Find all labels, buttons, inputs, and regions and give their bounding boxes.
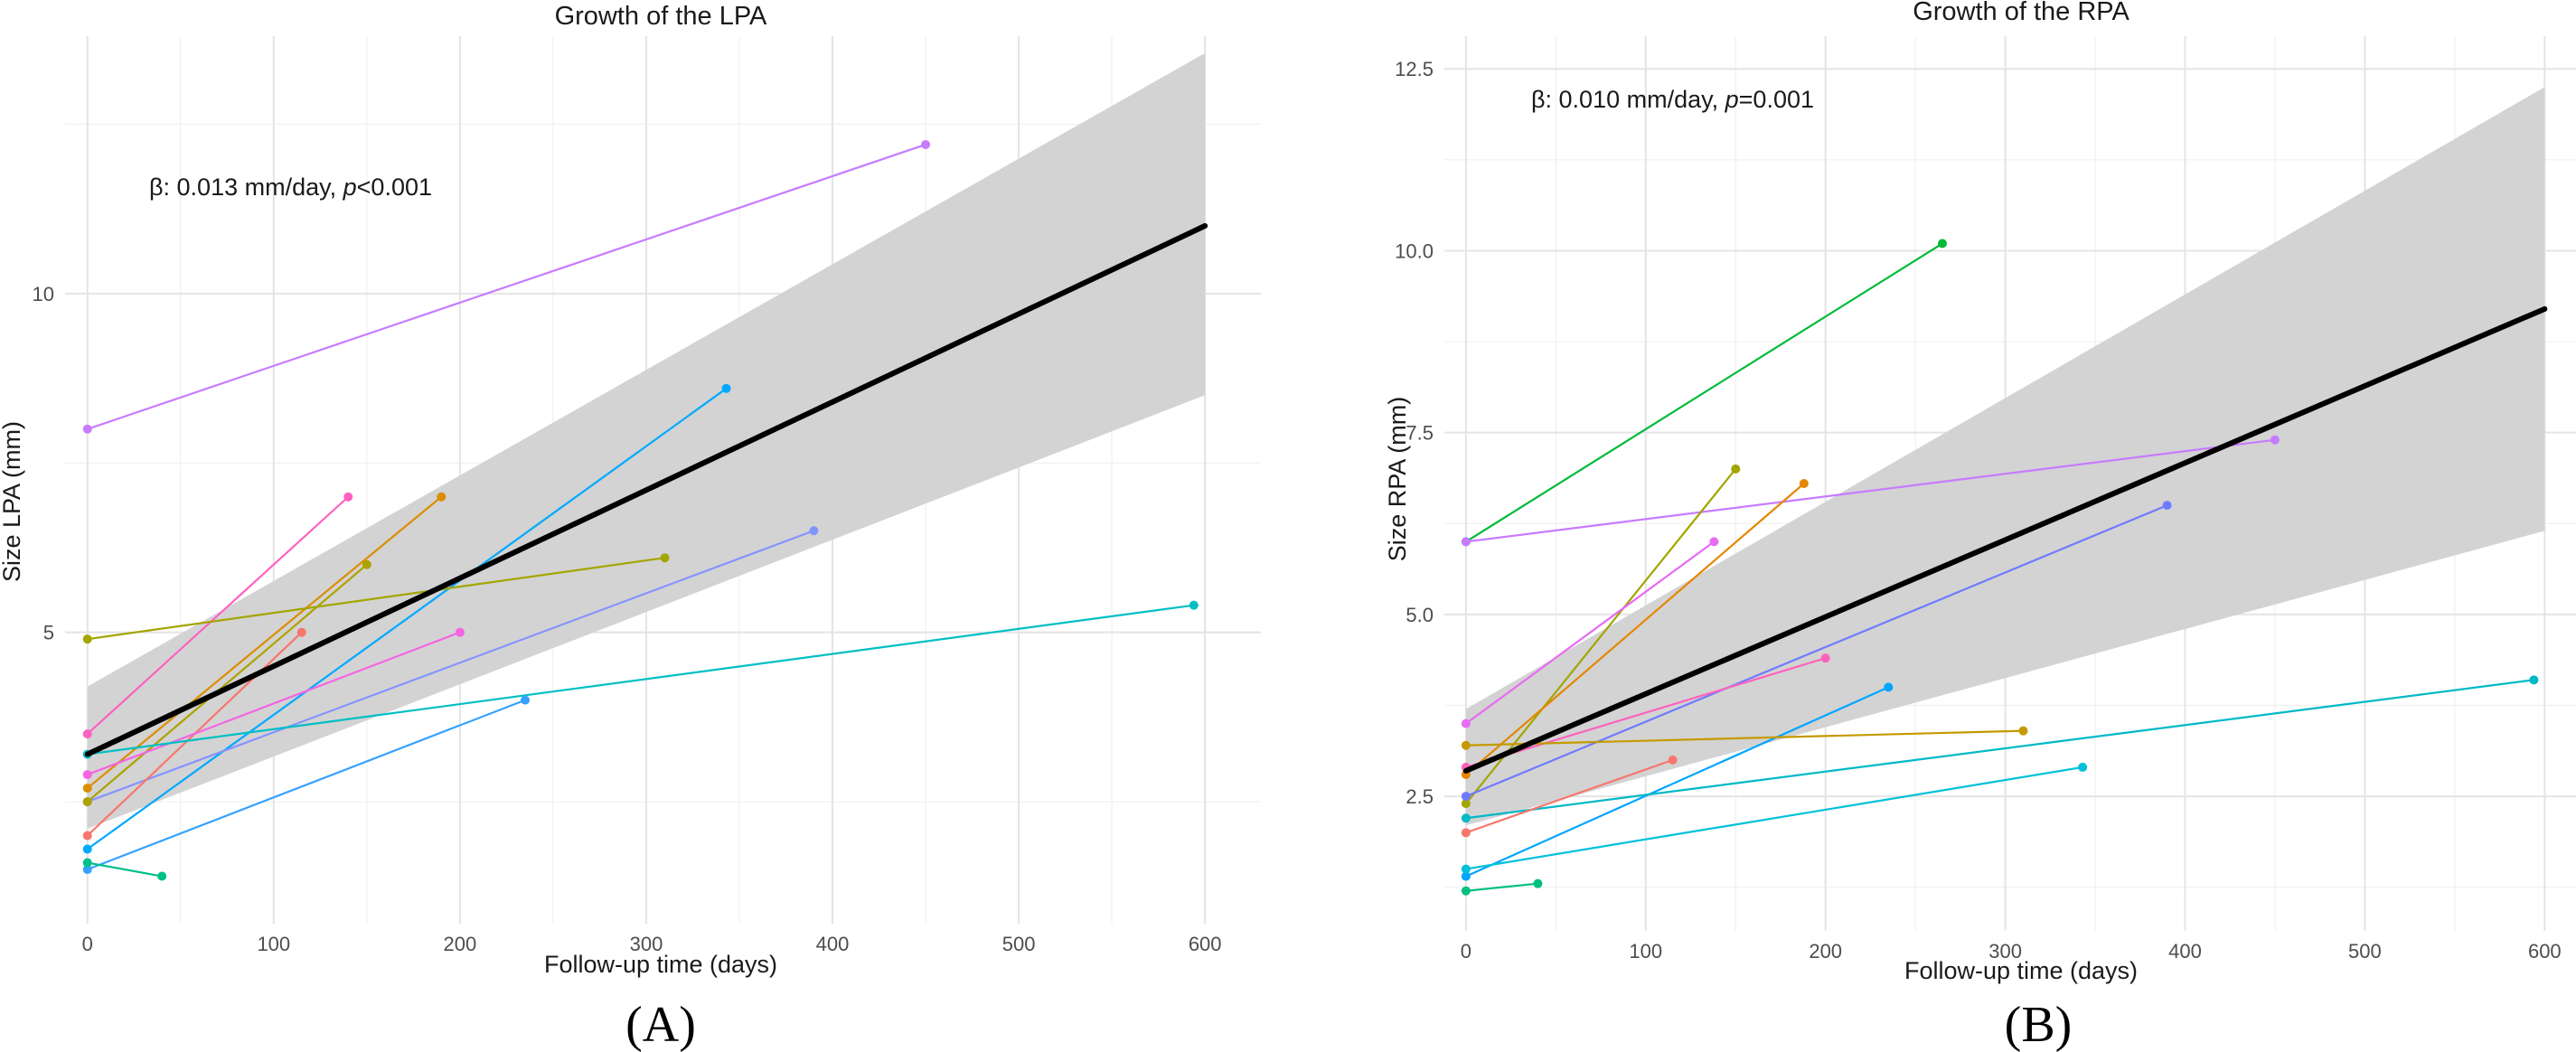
patient-point	[83, 784, 92, 793]
patient-point	[1462, 719, 1471, 728]
beta-text: β: 0.010 mm/day,	[1531, 86, 1725, 113]
patient-point	[83, 729, 92, 738]
patient-point	[1462, 741, 1471, 750]
beta-text: β: 0.013 mm/day,	[149, 174, 343, 201]
y-tick-label: 12.5	[1395, 58, 1434, 80]
patient-point	[437, 493, 446, 502]
patient-point	[1462, 887, 1471, 896]
x-tick-label: 500	[2348, 940, 2382, 963]
patient-point	[1669, 756, 1678, 765]
panel-b: Growth of the RPA 0 100 200 300 400 500 600 2.…	[1384, 0, 2576, 1052]
x-axis-title: Follow-up time (days)	[544, 951, 777, 978]
x-tick-label: 100	[1629, 940, 1662, 963]
patient-point	[1462, 792, 1471, 801]
patient-point	[1709, 537, 1718, 546]
patient-point	[2078, 763, 2087, 772]
x-tick-label: 100	[257, 933, 290, 955]
patient-point	[83, 770, 92, 779]
patient-point	[83, 425, 92, 434]
patient-point	[362, 560, 371, 569]
x-tick-label: 600	[2528, 940, 2562, 963]
patient-point	[2270, 436, 2280, 445]
x-axis-title: Follow-up time (days)	[1904, 957, 2138, 984]
patient-point	[343, 493, 353, 502]
patient-point	[83, 831, 92, 841]
patient-line	[88, 389, 727, 850]
patient-point	[1462, 813, 1471, 822]
beta-annotation: β: 0.010 mm/day, p=0.001	[1531, 86, 1814, 113]
panel-a: Growth of the LPA 0 100 200 300 400 500 600 5 1…	[0, 2, 1261, 1052]
patient-point	[809, 526, 818, 535]
x-tick-label: 600	[1189, 933, 1222, 955]
patient-point	[297, 628, 306, 637]
chart-title: Growth of the LPA	[555, 2, 767, 31]
patient-point	[1800, 479, 1809, 488]
patient-point	[1884, 682, 1893, 691]
patient-point	[1462, 828, 1471, 837]
patient-point	[83, 797, 92, 806]
y-tick-label: 2.5	[1406, 785, 1434, 808]
y-tick-labels: 5 10	[33, 283, 54, 644]
patient-point	[1462, 537, 1471, 546]
p-symbol: p	[343, 174, 357, 201]
patient-point	[83, 845, 92, 854]
patient-point	[157, 872, 166, 881]
patient-point	[83, 859, 92, 868]
p-symbol: p	[1725, 86, 1739, 113]
patient-point	[456, 628, 465, 637]
patient-point	[661, 553, 670, 562]
patient-point	[1189, 601, 1199, 610]
x-tick-label: 0	[1461, 940, 1471, 963]
x-tick-label: 400	[2168, 940, 2202, 963]
y-tick-label: 5.0	[1406, 604, 1434, 626]
patient-point	[1731, 465, 1740, 474]
patient-point	[1462, 865, 1471, 874]
x-tick-label: 200	[1809, 940, 1842, 963]
x-tick-label: 200	[444, 933, 477, 955]
chart-title: Growth of the RPA	[1913, 0, 2129, 26]
panel-label: (A)	[625, 997, 696, 1052]
y-axis-title: Size RPA (mm)	[1384, 397, 1411, 562]
patient-line	[88, 863, 162, 877]
p-value: =0.001	[1739, 86, 1814, 113]
patient-point	[1821, 653, 1830, 662]
y-axis-title: Size LPA (mm)	[0, 421, 25, 582]
patient-point	[2163, 501, 2172, 510]
patient-point	[921, 140, 930, 149]
p-value: <0.001	[357, 174, 432, 201]
patient-point	[2018, 727, 2027, 736]
beta-annotation: β: 0.013 mm/day, p<0.001	[149, 174, 432, 201]
y-tick-label: 5	[43, 622, 54, 644]
patient-point	[521, 696, 530, 705]
x-tick-label: 400	[816, 933, 850, 955]
x-tick-label: 500	[1002, 933, 1036, 955]
patient-point	[2529, 675, 2538, 684]
x-tick-label: 0	[82, 933, 93, 955]
y-tick-label: 10.0	[1395, 240, 1434, 262]
y-tick-label: 10	[33, 283, 54, 305]
patient-point	[722, 384, 731, 393]
patient-point	[83, 634, 92, 643]
patient-point	[1938, 239, 1947, 248]
patient-point	[1533, 879, 1542, 888]
panel-label: (B)	[2005, 997, 2073, 1052]
